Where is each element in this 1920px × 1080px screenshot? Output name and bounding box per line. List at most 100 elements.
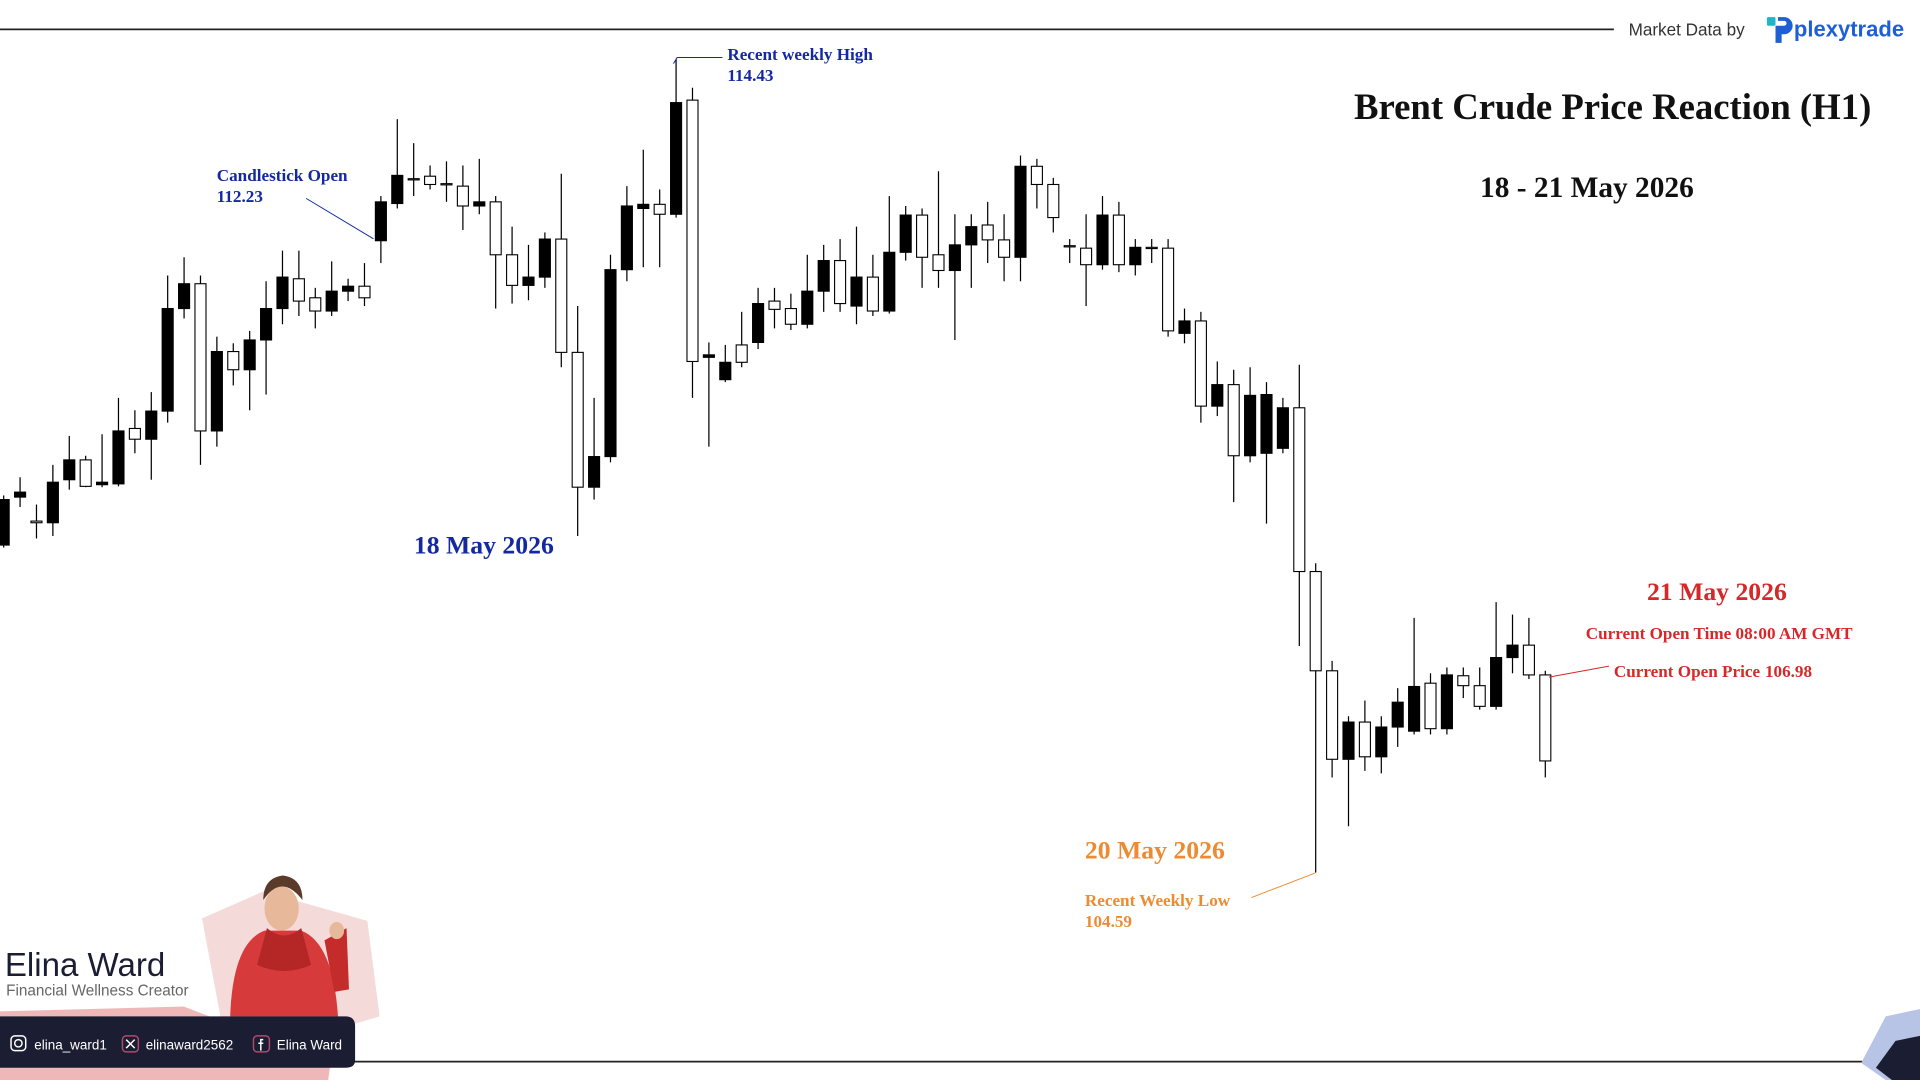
candle-body [391, 174, 404, 205]
candle-body [1342, 721, 1355, 760]
candle-body [489, 201, 502, 256]
candle-body [1129, 246, 1142, 266]
candle-body [1063, 245, 1076, 248]
candle-body [1276, 407, 1289, 449]
candle-body [965, 226, 978, 246]
candle-body [407, 178, 420, 181]
annotation-value: 106.98 [1765, 662, 1812, 681]
instagram-icon [10, 1035, 27, 1052]
candle-body [79, 459, 92, 487]
candle-body [981, 224, 994, 241]
candle-body [1260, 394, 1273, 454]
candle-body [538, 238, 551, 278]
candle-body [63, 459, 76, 481]
candle-body [1375, 726, 1388, 758]
candle-body [260, 307, 273, 341]
candle-body [1506, 644, 1519, 659]
candle-body [1178, 320, 1191, 334]
facebook-handle: Elina Ward [277, 1037, 342, 1052]
candle-body [752, 303, 765, 344]
candle-body [14, 491, 27, 498]
leader-line [305, 197, 374, 240]
annotation-label: Candlestick Open [217, 166, 348, 185]
chart-title: Brent Crude Price Reaction (H1) [1354, 86, 1871, 127]
candle-body [1408, 685, 1421, 732]
candle-body [817, 260, 830, 292]
candle-body [916, 214, 929, 258]
instagram-handle: elina_ward1 [34, 1037, 107, 1052]
candle-body [801, 290, 814, 325]
candle-body [784, 307, 797, 325]
candle-body [1473, 685, 1486, 707]
creator-badge: Elina Ward Financial Wellness Creator el… [0, 875, 380, 1080]
candle-body [1391, 701, 1404, 728]
candle-body [112, 430, 125, 485]
candle-body [440, 183, 453, 186]
candle-body [128, 427, 141, 440]
candle-body [227, 350, 240, 371]
facebook-icon [258, 1038, 264, 1051]
candle-body [932, 254, 945, 272]
candle-body [653, 203, 666, 215]
candle-body [1326, 670, 1339, 760]
annotations: Candlestick Open 112.23 Recent weekly Hi… [217, 45, 1853, 931]
candle-body [1457, 675, 1470, 687]
candle-body [309, 297, 322, 312]
annotation-value: 104.59 [1085, 912, 1132, 931]
annotation-label: Current Open Price [1614, 662, 1761, 681]
leader-line [673, 57, 723, 64]
candle-body [145, 410, 158, 440]
candle-body [1293, 407, 1306, 573]
candle-body [194, 283, 207, 432]
candle-body [702, 354, 715, 358]
candle-body [850, 276, 863, 307]
candle-body [604, 269, 617, 458]
candle-body [670, 102, 683, 215]
candle-body [522, 276, 535, 286]
portrait [230, 875, 349, 1017]
candle-body [571, 351, 584, 488]
candles [0, 58, 1552, 873]
brand-logo [1766, 17, 1793, 43]
candle-body [719, 361, 732, 381]
candle-body [1112, 214, 1125, 266]
candle-body [588, 456, 601, 488]
candle-body [473, 201, 486, 207]
candle-body [1490, 657, 1503, 707]
date-label: 20 May 2026 [1085, 835, 1225, 864]
creator-name: Elina Ward [5, 947, 165, 984]
annotation-label: Recent weekly High [727, 45, 873, 64]
candle-body [948, 244, 961, 272]
candle-body [292, 278, 305, 302]
candle-body [374, 201, 387, 242]
candle-body [883, 251, 896, 312]
candle-body [161, 307, 174, 412]
candle-body [0, 499, 10, 546]
candle-body [834, 260, 847, 305]
candle-body [637, 203, 650, 210]
candle-body [1309, 570, 1322, 672]
candle-body [620, 205, 633, 271]
facebook-icon [252, 1035, 271, 1053]
annotation-value: 112.23 [217, 187, 263, 206]
candle-body [1047, 183, 1060, 219]
annotation-label: Current Open Time 08:00 AM GMT [1586, 624, 1853, 643]
candle-body [358, 285, 371, 299]
instagram-icon [13, 1038, 23, 1048]
x-icon [121, 1035, 140, 1053]
candle-body [1145, 246, 1158, 250]
candle-body [342, 285, 355, 292]
date-label: 18 May 2026 [414, 530, 554, 559]
creator-role: Financial Wellness Creator [6, 983, 189, 1000]
candle-body [686, 99, 699, 363]
candle-body [1194, 320, 1207, 407]
candle-body [1211, 384, 1224, 407]
leader-line [1548, 665, 1610, 678]
candle-body [424, 175, 437, 186]
candle-body [899, 214, 912, 253]
candle-body [555, 238, 568, 353]
candle-body [1162, 247, 1175, 332]
candle-body [1030, 165, 1043, 186]
candle-body [1014, 165, 1027, 258]
